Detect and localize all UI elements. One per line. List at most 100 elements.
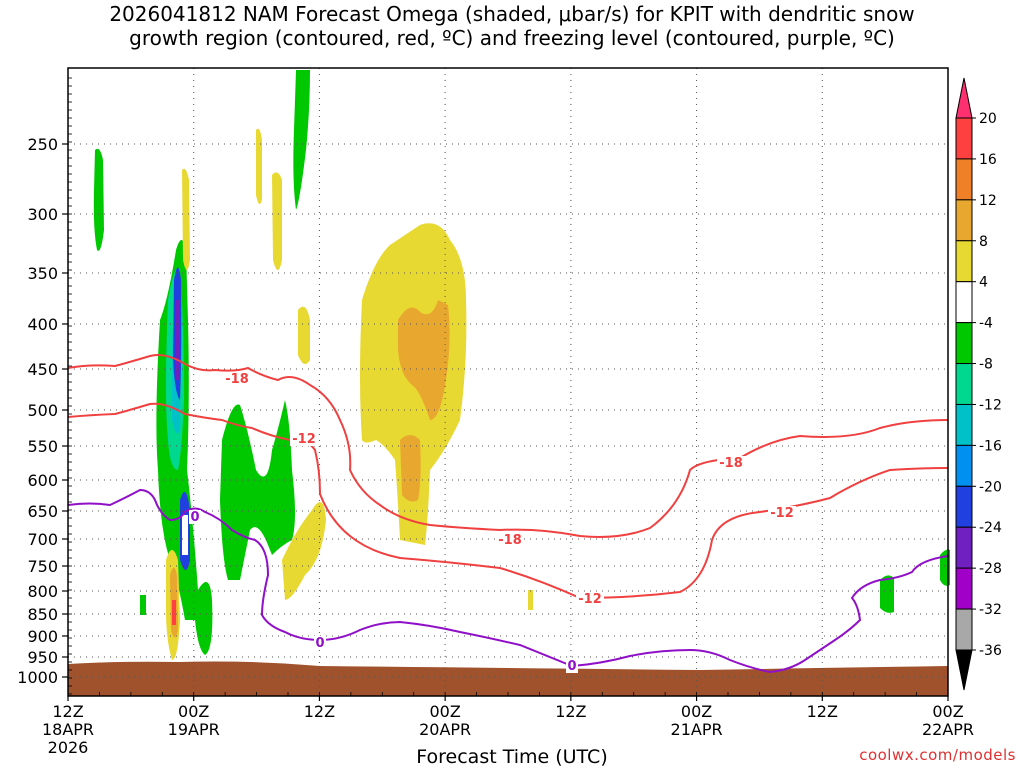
colorbar-label: -16 [979,438,1002,454]
x-tick-date: 18APR [42,720,94,739]
colorbar-segment [955,199,973,242]
x-tick-time: 00Z [178,702,209,721]
x-tick-time: 12Z [807,702,838,721]
contours: -18 -12 -18 -12 -18 -12 0 0 0 [67,354,949,674]
colorbar-label: -4 [979,316,993,332]
omega-area [282,502,326,600]
purple-contour-label: 0 [567,659,576,674]
title-line-1: 2026041812 NAM Forecast Omega (shaded, μ… [109,2,915,26]
x-tick-time: 00Z [932,702,963,721]
x-tick-year: 2026 [48,738,89,757]
y-tick-label: 1000 [17,668,58,687]
colorbar-label: -28 [979,561,1002,577]
colorbar-segment [955,608,973,651]
omega-area [528,590,533,610]
red-contour-label: -18 [719,456,743,471]
omega-area [880,575,894,613]
y-tick-label: 400 [27,315,58,334]
omega-area [156,240,213,655]
y-tick-label: 700 [27,530,58,549]
colorbar-label: -8 [979,357,993,373]
red-contour-minus12-lower [67,402,949,600]
colorbar-label: 12 [979,193,997,209]
x-tick-date: 19APR [168,720,220,739]
y-tick-label: 900 [27,627,58,646]
y-axis: 250 300 350 400 450 500 550 600 650 700 750 800 850 9… [17,77,72,695]
colorbar-label: 4 [979,275,988,291]
colorbar-label: -12 [979,397,1002,413]
x-tick-date: 20APR [419,720,471,739]
red-contour-label: -18 [498,533,522,548]
colorbar-segment [955,444,973,487]
contour-label-bg [717,456,745,470]
colorbar-segment [955,485,973,528]
colorbar-top-arrow [955,77,973,119]
y-tick-label: 750 [27,557,58,576]
omega-area [93,148,104,251]
y-tick-label: 950 [27,648,58,667]
omega-area [140,595,146,615]
contour-label-bg [566,659,578,673]
colorbar-label: 20 [979,111,997,127]
omega-area [220,400,295,580]
y-tick-label: 850 [27,605,58,624]
colorbar-segment [955,240,973,283]
x-axis-label: Forecast Time (UTC) [416,746,608,768]
y-tick-label: 450 [27,360,58,379]
colorbar-label: -20 [979,479,1002,495]
red-contour-label: -12 [770,506,794,521]
y-tick-label: 350 [27,264,58,283]
colorbar-segment [955,567,973,610]
omega-area [398,300,450,420]
y-tick-label: 600 [27,471,58,490]
contour-label-bg [189,510,201,524]
omega-area [256,128,262,204]
terrain-band [68,661,948,696]
title-line-2: growth region (contoured, red, ºC) and f… [129,26,895,50]
colorbar-label: -32 [979,602,1002,618]
red-contour-label: -18 [225,372,249,387]
colorbar: 20 16 12 8 4 -4 -8 -12 -16 -20 -24 -28 -32 -36 [955,77,1002,691]
y-tick-label: 550 [27,437,58,456]
contour-label-bg [576,592,604,606]
purple-contour-label: 0 [190,510,199,525]
contour-label-bg [768,506,796,520]
colorbar-segment [955,158,973,201]
x-tick-time: 00Z [681,702,712,721]
colorbar-label: -24 [979,520,1002,536]
y-tick-label: 300 [27,205,58,224]
purple-contour-0 [67,488,949,674]
omega-area [400,435,421,502]
contour-label-bg [290,432,318,446]
x-tick-time: 12Z [52,702,83,721]
omega-area [293,70,310,210]
x-tick-time: 00Z [429,702,460,721]
colorbar-segment [955,322,973,365]
omega-area [182,515,188,555]
colorbar-bottom-arrow [955,649,973,691]
colorbar-segment [955,363,973,405]
contour-label-bg [223,372,251,386]
colorbar-segment [955,403,973,446]
x-tick-time: 12Z [555,702,586,721]
contour-label-bg [496,533,524,547]
omega-area [172,600,176,625]
y-tick-label: 500 [27,401,58,420]
y-tick-label: 800 [27,582,58,601]
contour-label-bg [314,636,326,650]
site-credit: coolwx.com/models [859,746,1016,764]
x-tick-date: 21APR [671,720,723,739]
y-tick-label: 250 [27,135,58,154]
y-tick-label: 650 [27,502,58,521]
red-contour-label: -12 [578,592,602,607]
red-contour-label: -12 [292,432,316,447]
colorbar-segment [955,117,973,160]
x-tick-date: 22APR [922,720,974,739]
colorbar-label: 8 [979,234,988,250]
omega-shading [93,70,950,660]
omega-area [298,306,310,364]
omega-area [182,168,190,270]
colorbar-label: 16 [979,152,997,168]
x-tick-time: 12Z [304,702,335,721]
